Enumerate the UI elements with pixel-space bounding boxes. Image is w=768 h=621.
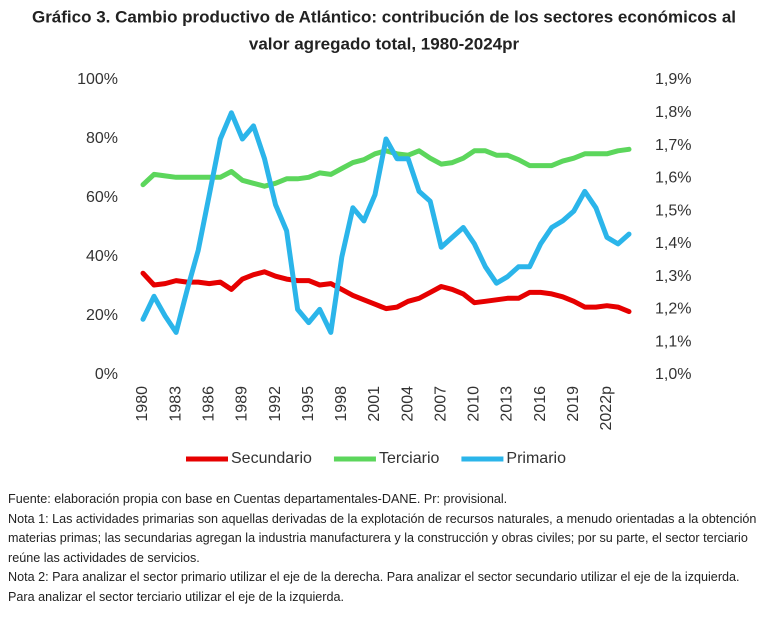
y-tick-label: 100% <box>77 71 118 88</box>
y2-tick-label: 1,1% <box>655 333 691 350</box>
legend-label: Terciario <box>379 450 440 467</box>
series-line <box>140 110 632 335</box>
x-tick-label: 2004 <box>399 386 416 422</box>
series-line <box>140 269 632 315</box>
y-tick-label: 0% <box>95 366 118 383</box>
y2-tick-label: 1,4% <box>655 235 691 252</box>
chart-title: Gráfico 3. Cambio productivo de Atlántic… <box>32 7 736 26</box>
y2-tick-label: 1,5% <box>655 202 691 219</box>
x-tick-label: 1989 <box>234 386 251 422</box>
source-note: Fuente: elaboración propia con base en C… <box>8 492 508 506</box>
x-tick-label: 1995 <box>300 386 317 422</box>
x-tick-label: 2016 <box>532 386 549 422</box>
legend-label: Secundario <box>231 450 312 467</box>
chart-title: valor agregado total, 1980-2024pr <box>249 34 520 53</box>
notes: Fuente: elaboración propia con base en C… <box>8 490 763 607</box>
x-tick-label: 1980 <box>134 386 151 422</box>
y2-tick-label: 1,0% <box>655 366 691 383</box>
legend-label: Primario <box>506 450 566 467</box>
x-tick-label: 2013 <box>499 386 516 422</box>
y-tick-label: 60% <box>86 189 118 206</box>
y-tick-label: 20% <box>86 307 118 324</box>
x-tick-label: 2007 <box>432 386 449 422</box>
x-tick-label: 1998 <box>333 386 350 422</box>
x-tick-label: 2022p <box>598 386 615 431</box>
y2-tick-label: 1,7% <box>655 137 691 154</box>
chart: Gráfico 3. Cambio productivo de Atlántic… <box>32 7 736 467</box>
x-tick-label: 1986 <box>200 386 217 422</box>
x-tick-label: 1983 <box>167 386 184 422</box>
note: Nota 1: Las actividades primarias son aq… <box>8 511 757 565</box>
x-tick-label: 2010 <box>466 386 483 422</box>
x-tick-label: 2001 <box>366 386 383 422</box>
y2-tick-label: 1,8% <box>655 104 691 121</box>
y-tick-label: 80% <box>86 130 118 147</box>
y2-tick-label: 1,9% <box>655 71 691 88</box>
note: Nota 2: Para analizar el sector primario… <box>8 570 740 604</box>
y2-tick-label: 1,6% <box>655 170 691 187</box>
y-tick-label: 40% <box>86 248 118 265</box>
x-tick-label: 1992 <box>267 386 284 422</box>
x-tick-label: 2019 <box>565 386 582 422</box>
y2-tick-label: 1,2% <box>655 301 691 318</box>
y2-tick-label: 1,3% <box>655 268 691 285</box>
